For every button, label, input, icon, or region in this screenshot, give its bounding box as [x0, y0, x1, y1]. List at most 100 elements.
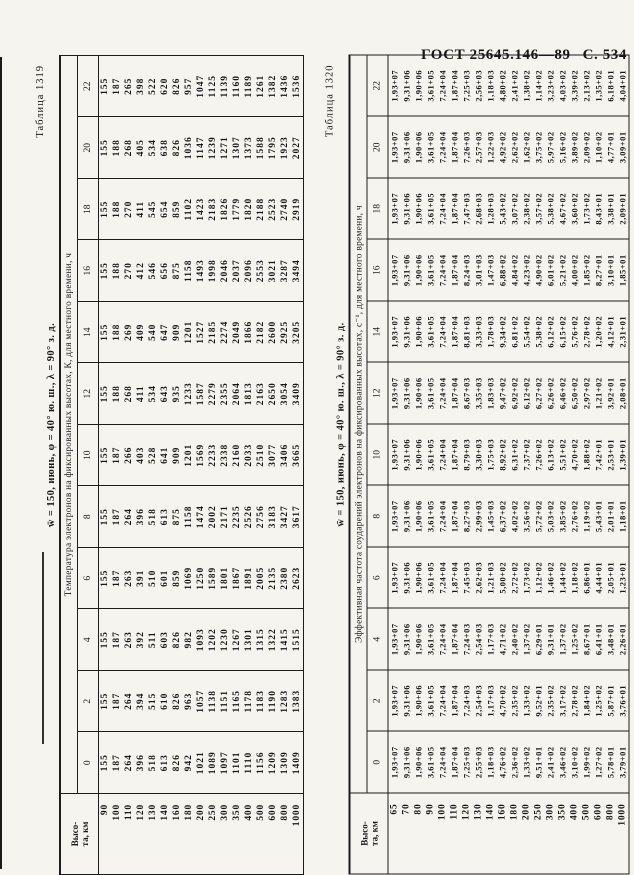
- value-cell: 1,20+02: [592, 301, 605, 363]
- value-cell: 601: [159, 547, 171, 609]
- height-cell: 130: [473, 803, 484, 821]
- table-label: Таблица 1320: [324, 64, 336, 138]
- hour-header-cell: 20: [367, 116, 388, 178]
- height-cell: 500: [256, 804, 266, 821]
- value-cell: 2046: [219, 240, 231, 302]
- value-cell: 1,10+02: [592, 116, 605, 178]
- value-cell: 6,31+02: [508, 424, 521, 486]
- height-cell: 600: [593, 803, 604, 821]
- value-cell: 1998: [207, 240, 219, 302]
- table-row: 350 1101 1165 1267 1867 2235 2160 2064 2049 2037 1…: [231, 55, 243, 875]
- value-cell: 1,90+06: [412, 178, 425, 240]
- value-cell: 1,25+02: [568, 608, 581, 670]
- value-cell: 1190: [267, 670, 279, 732]
- value-cell: 1,33+02: [520, 670, 533, 732]
- table-body: 65 1,93+07 1,93+07 1,93+07 1,93+07 1,93+07 1,9…: [388, 55, 629, 874]
- value-cell: 9,31+06: [400, 239, 413, 301]
- value-cell: 2740: [279, 178, 291, 240]
- value-cell: 263: [123, 609, 135, 671]
- value-cell: 1,90+06: [412, 301, 425, 363]
- value-cell: 263: [123, 547, 135, 609]
- value-cell: 2,56+03: [472, 55, 485, 117]
- value-cell: 534: [147, 117, 159, 179]
- value-cell: 2002: [207, 486, 219, 548]
- value-cell: 2135: [267, 547, 279, 609]
- value-cell: 1,87+04: [448, 362, 461, 424]
- value-cell: 1093: [195, 609, 207, 671]
- value-cell: 155: [98, 732, 111, 794]
- value-cell: 1,45+03: [484, 485, 497, 547]
- value-cell: 1423: [195, 178, 207, 240]
- table-row: 80 1,90+06 1,90+06 1,90+06 1,90+06 1,90+06 1,9…: [412, 55, 425, 874]
- table-body: 90 155 155 155 155 155 155 155 155 155 155 155 155 10…: [98, 55, 304, 875]
- table-head: Высо-та, км Эффективная частота соударени…: [349, 55, 388, 874]
- height-cell: 140: [485, 803, 496, 821]
- value-cell: 1165: [231, 670, 243, 732]
- value-cell: 1,14+02: [532, 55, 545, 117]
- value-cell: 411: [135, 363, 147, 425]
- value-cell: 654: [159, 178, 171, 240]
- value-cell: 264: [123, 486, 135, 548]
- value-cell: 3,30+03: [472, 424, 485, 486]
- table-row: 100 7,24+04 7,24+04 7,24+04 7,24+04 7,24+04 7,…: [436, 55, 449, 874]
- value-cell: 8,27+01: [592, 239, 605, 301]
- value-cell: 7,24+04: [436, 485, 449, 547]
- value-cell: 8,67+01: [580, 608, 593, 670]
- table-1319-rotated-block: Таблица 1319 w̄ = 150, июнь, φ = 40° ю. ш…: [35, 55, 315, 875]
- height-cell: 1000: [617, 803, 628, 826]
- value-cell: 6,29+01: [532, 608, 545, 670]
- value-cell: 6,12+02: [544, 301, 557, 363]
- value-cell: 3,01+03: [472, 239, 485, 301]
- table-row: 65 1,93+07 1,93+07 1,93+07 1,93+07 1,93+07 1,9…: [388, 55, 401, 874]
- value-cell: 6,27+02: [532, 362, 545, 424]
- value-cell: 7,25+03: [460, 731, 473, 793]
- value-cell: 3,61+05: [424, 362, 437, 424]
- data-table: Высо-та, км Температура электронов на фик…: [59, 55, 304, 875]
- table-1320-rotated-block: Таблица 1320 w̄ = 150, июнь, φ = 40° ю. ш…: [324, 54, 630, 875]
- value-cell: 1923: [279, 117, 291, 179]
- value-cell: 270: [123, 178, 135, 240]
- table-row: 250 1089 1138 1202 1589 2002 2233 2279 2185 1998 2…: [207, 55, 219, 875]
- value-cell: 7,42+01: [592, 424, 605, 486]
- value-cell: 2,31+01: [616, 301, 629, 363]
- value-cell: 3427: [279, 486, 291, 548]
- value-cell: 3,61+05: [424, 239, 437, 301]
- value-cell: 9,31+06: [400, 670, 413, 732]
- value-cell: 6,12+02: [520, 362, 533, 424]
- value-cell: 2,13+02: [580, 55, 593, 117]
- value-cell: 6,18+01: [604, 55, 617, 117]
- value-cell: 1588: [255, 117, 267, 179]
- value-cell: 3077: [267, 424, 279, 486]
- hour-header-cell: 4: [367, 608, 388, 670]
- value-cell: 188: [111, 117, 123, 179]
- height-cell: 130: [148, 804, 158, 821]
- value-cell: 2185: [207, 301, 219, 363]
- value-cell: 826: [171, 609, 183, 671]
- value-cell: 188: [111, 178, 123, 240]
- value-cell: 2355: [219, 363, 231, 425]
- table-row: 300 2,41+02 2,35+02 9,31+01 1,46+02 5,03+02 6,…: [544, 55, 557, 874]
- value-cell: 1,87+04: [448, 116, 461, 178]
- value-cell: 1,93+07: [388, 55, 401, 117]
- value-cell: 3,38+01: [604, 178, 617, 240]
- value-cell: 9,31+06: [400, 178, 413, 240]
- table-row: 160 4,76+02 4,70+02 4,71+02 5,00+02 6,37+02 8,…: [496, 55, 509, 874]
- value-cell: 603: [159, 609, 171, 671]
- table-row: 160 826 826 826 859 875 909 935 909 875 859 826 826: [171, 55, 183, 875]
- value-cell: 1536: [291, 55, 304, 117]
- value-cell: 641: [159, 424, 171, 486]
- value-cell: 1110: [243, 732, 255, 794]
- value-cell: 4,90+02: [532, 239, 545, 301]
- hour-header-cell: 20: [77, 117, 99, 179]
- value-cell: 3406: [279, 424, 291, 486]
- value-cell: 942: [183, 732, 195, 794]
- hour-header-cell: 22: [367, 55, 388, 117]
- value-cell: 1,93+07: [388, 362, 401, 424]
- value-cell: 1201: [183, 424, 195, 486]
- value-cell: 1322: [267, 609, 279, 671]
- value-cell: 1301: [243, 609, 255, 671]
- value-cell: 7,24+04: [436, 55, 449, 117]
- value-cell: 3,46+02: [556, 731, 569, 793]
- value-cell: 1569: [195, 424, 207, 486]
- value-cell: 394: [135, 670, 147, 732]
